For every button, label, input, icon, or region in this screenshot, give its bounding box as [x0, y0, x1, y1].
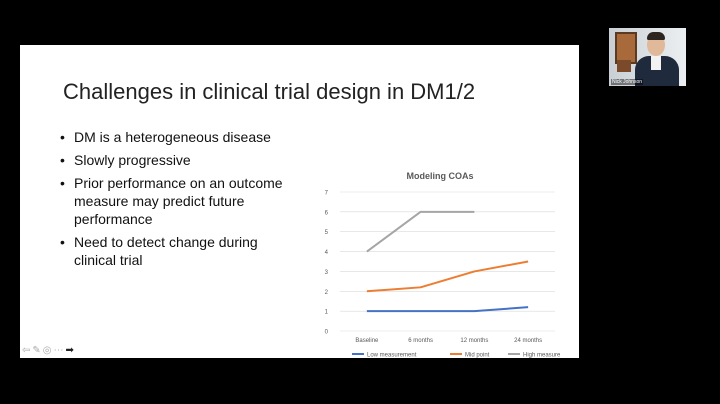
series-line — [366, 260, 529, 293]
y-tick-label: 7 — [325, 191, 329, 197]
participant-hair — [647, 32, 665, 40]
more-options-icon[interactable]: ⋯ — [53, 345, 64, 356]
legend-label: Low measurement — [367, 353, 417, 359]
series-line — [366, 306, 529, 313]
zoom-icon[interactable]: ◎ — [42, 345, 52, 356]
y-tick-label: 0 — [325, 330, 329, 336]
slide-nav-toolbar: ⇦ ✎ ◎ ⋯ ➡ — [22, 346, 74, 356]
y-tick-label: 4 — [325, 250, 329, 256]
slide-title: Challenges in clinical trial design in D… — [63, 79, 476, 104]
bullet-item: Need to detect change during clinical tr… — [58, 233, 293, 269]
bullet-item: Slowly progressive — [58, 151, 293, 169]
x-tick-label: 6 months — [408, 338, 433, 344]
x-tick-label: 24 months — [514, 338, 542, 344]
presentation-slide: Challenges in clinical trial design in D… — [20, 45, 579, 359]
bullet-item: DM is a heterogeneous disease — [58, 128, 293, 146]
x-tick-label: Baseline — [355, 338, 379, 344]
wall-painting — [617, 60, 631, 72]
bullet-list: DM is a heterogeneous disease Slowly pro… — [58, 128, 293, 274]
pen-icon[interactable]: ✎ — [32, 345, 41, 356]
x-tick-label: 12 months — [460, 338, 488, 344]
chart-title: Modeling COAs — [407, 171, 474, 181]
participant-video-tile[interactable]: Nick Johnson — [609, 28, 686, 86]
line-chart: Modeling COAs 0 1 2 3 4 5 6 7 Baseline 6 months 12… — [325, 171, 561, 359]
previous-slide-icon[interactable]: ⇦ — [22, 345, 31, 356]
participant-name-label: Nick Johnson — [611, 79, 644, 85]
next-slide-icon[interactable]: ➡ — [65, 345, 74, 356]
y-tick-label: 3 — [325, 270, 329, 276]
bullet-item: Prior performance on an outcome measure … — [58, 174, 293, 228]
legend-label: High measure — [523, 353, 561, 359]
y-tick-label: 2 — [325, 290, 329, 296]
legend-label: Mid point — [465, 353, 490, 359]
participant-shirt — [651, 56, 661, 70]
y-tick-label: 5 — [325, 230, 329, 236]
series-line — [366, 210, 475, 253]
y-tick-label: 6 — [325, 210, 329, 216]
y-tick-label: 1 — [325, 310, 329, 316]
